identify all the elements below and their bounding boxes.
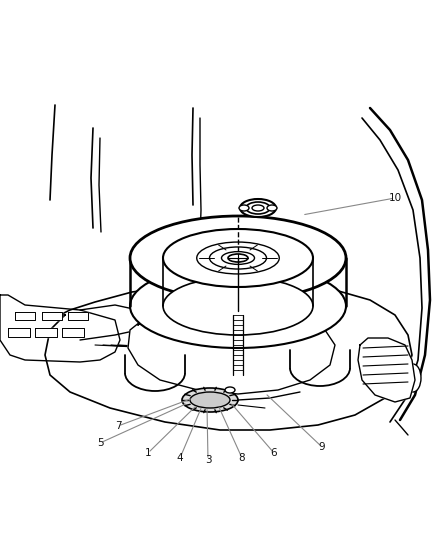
Ellipse shape	[405, 364, 421, 392]
Ellipse shape	[246, 202, 270, 214]
Ellipse shape	[197, 242, 279, 274]
Ellipse shape	[222, 252, 254, 264]
Text: 8: 8	[239, 453, 245, 463]
Ellipse shape	[209, 247, 266, 269]
Ellipse shape	[130, 216, 346, 300]
Ellipse shape	[190, 392, 230, 408]
Polygon shape	[15, 312, 35, 320]
Text: 5: 5	[97, 438, 103, 448]
Ellipse shape	[252, 205, 264, 211]
Text: 3: 3	[205, 455, 211, 465]
Ellipse shape	[130, 264, 346, 348]
Ellipse shape	[239, 205, 249, 211]
Polygon shape	[62, 328, 84, 337]
Ellipse shape	[163, 229, 313, 287]
Polygon shape	[0, 295, 120, 362]
Ellipse shape	[163, 277, 313, 335]
Polygon shape	[68, 312, 88, 320]
Text: 4: 4	[177, 453, 184, 463]
Text: 7: 7	[115, 421, 121, 431]
Ellipse shape	[267, 205, 277, 211]
Polygon shape	[128, 308, 335, 394]
Ellipse shape	[240, 199, 276, 217]
Ellipse shape	[229, 255, 247, 262]
Text: 6: 6	[271, 448, 277, 458]
Ellipse shape	[225, 387, 235, 393]
Polygon shape	[8, 328, 30, 337]
Polygon shape	[35, 328, 57, 337]
Polygon shape	[42, 312, 62, 320]
Polygon shape	[45, 283, 412, 430]
Polygon shape	[358, 338, 415, 402]
Ellipse shape	[182, 388, 238, 412]
Text: 10: 10	[389, 193, 402, 203]
Text: 1: 1	[145, 448, 151, 458]
Text: 9: 9	[319, 442, 325, 452]
Ellipse shape	[228, 254, 248, 262]
